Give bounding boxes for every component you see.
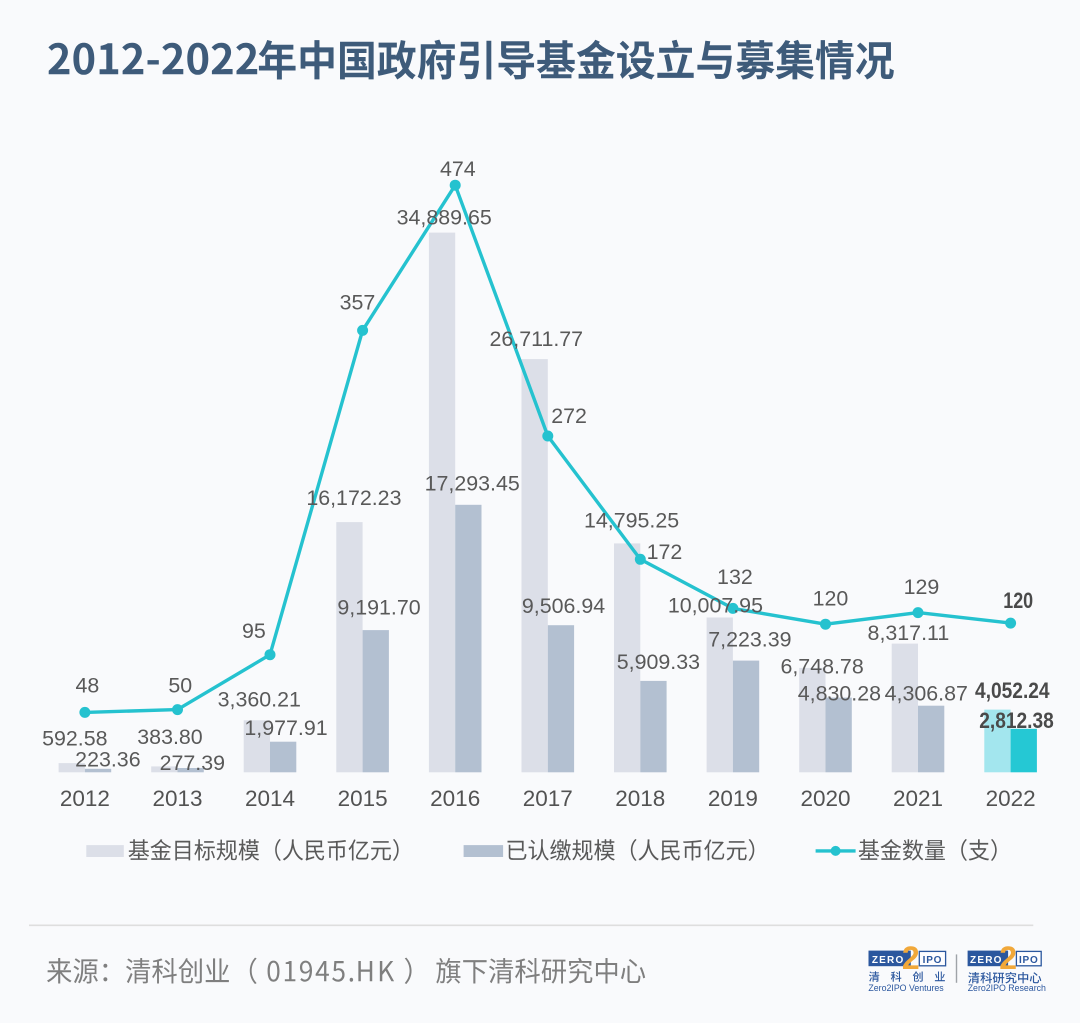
svg-text:2017: 2017 — [523, 786, 573, 811]
svg-text:2015: 2015 — [338, 786, 388, 811]
svg-text:272: 272 — [551, 404, 587, 428]
svg-text:2012: 2012 — [60, 786, 110, 811]
svg-text:9,191.70: 9,191.70 — [337, 596, 420, 620]
svg-text:8,317.11: 8,317.11 — [868, 621, 950, 645]
svg-text:4,830.28: 4,830.28 — [798, 681, 881, 705]
svg-text:9,506.94: 9,506.94 — [522, 594, 605, 618]
svg-text:2020: 2020 — [800, 786, 850, 811]
svg-text:357: 357 — [340, 291, 376, 315]
svg-text:277.39: 277.39 — [160, 751, 225, 775]
svg-text:2021: 2021 — [893, 786, 943, 811]
svg-text:2014: 2014 — [245, 786, 295, 811]
svg-text:14,795.25: 14,795.25 — [584, 508, 679, 532]
svg-text:5,909.33: 5,909.33 — [617, 650, 700, 674]
svg-text:16,172.23: 16,172.23 — [306, 486, 401, 510]
svg-text:ZERO: ZERO — [872, 955, 905, 966]
svg-text:120: 120 — [813, 586, 849, 610]
svg-text:1,977.91: 1,977.91 — [244, 716, 327, 740]
svg-text:6,748.78: 6,748.78 — [780, 655, 863, 679]
svg-text:7,223.39: 7,223.39 — [708, 628, 791, 652]
svg-text:50: 50 — [168, 674, 192, 698]
svg-text:17,293.45: 17,293.45 — [425, 471, 520, 495]
svg-text:172: 172 — [647, 540, 683, 564]
svg-text:3,360.21: 3,360.21 — [218, 688, 301, 712]
svg-text:120: 120 — [1003, 588, 1033, 613]
svg-text:2022: 2022 — [986, 786, 1036, 811]
svg-text:Zero2IPO Ventures: Zero2IPO Ventures — [868, 983, 944, 993]
svg-text:ZERO: ZERO — [970, 955, 1003, 966]
svg-text:383.80: 383.80 — [137, 725, 203, 749]
svg-text:2013: 2013 — [152, 786, 202, 811]
svg-text:IPO: IPO — [923, 955, 943, 966]
svg-text:2: 2 — [902, 940, 920, 976]
svg-text:4,052.24: 4,052.24 — [975, 678, 1050, 703]
svg-text:223.36: 223.36 — [75, 747, 140, 771]
svg-text:26,711.77: 26,711.77 — [490, 327, 584, 351]
svg-text:4,306.87: 4,306.87 — [885, 682, 968, 706]
svg-text:2: 2 — [999, 940, 1017, 976]
svg-text:34,889.65: 34,889.65 — [397, 205, 492, 229]
svg-text:2016: 2016 — [430, 786, 480, 811]
svg-text:132: 132 — [717, 565, 753, 589]
svg-text:Zero2IPO Research: Zero2IPO Research — [968, 983, 1046, 993]
svg-text:48: 48 — [76, 674, 100, 698]
svg-text:IPO: IPO — [1019, 955, 1039, 966]
svg-text:592.58: 592.58 — [42, 726, 107, 750]
svg-text:2019: 2019 — [708, 786, 758, 811]
svg-text:474: 474 — [440, 157, 476, 181]
svg-text:2,812.38: 2,812.38 — [979, 708, 1054, 733]
svg-text:95: 95 — [242, 619, 266, 643]
svg-text:2018: 2018 — [615, 786, 665, 811]
svg-text:10,007.95: 10,007.95 — [668, 593, 763, 617]
svg-text:129: 129 — [904, 575, 940, 599]
